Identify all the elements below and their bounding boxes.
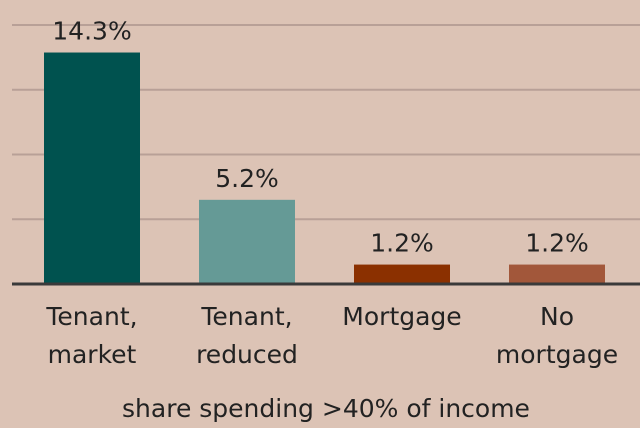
x-tick-label: No mortgage: [496, 302, 618, 369]
x-tick-line: market: [48, 340, 137, 369]
value-label: 14.3%: [52, 17, 131, 46]
value-label: 5.2%: [215, 164, 279, 193]
x-tick-line: Tenant,: [45, 302, 137, 331]
x-tick-label: Tenant, reduced: [196, 302, 298, 369]
bar: [354, 264, 450, 284]
x-axis-label: share spending >40% of income: [122, 394, 530, 423]
x-tick-line: mortgage: [496, 340, 618, 369]
value-label: 1.2%: [525, 229, 589, 258]
x-tick-line: reduced: [196, 340, 298, 369]
bar: [509, 264, 605, 284]
bar: [44, 52, 140, 284]
x-tick-line: Mortgage: [342, 302, 461, 331]
x-tick-label: Mortgage: [342, 302, 461, 331]
bar: [199, 199, 295, 284]
x-tick-line: No: [540, 302, 574, 331]
x-tick-label: Tenant, market: [45, 302, 137, 369]
x-tick-line: Tenant,: [200, 302, 292, 331]
value-label: 1.2%: [370, 229, 434, 258]
